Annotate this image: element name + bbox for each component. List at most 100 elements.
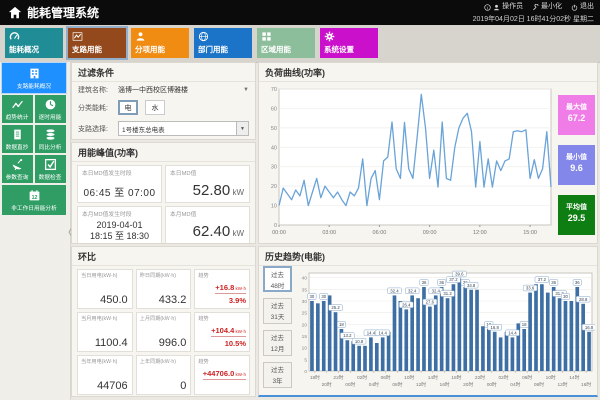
ring-cell-header: 趋势 <box>198 316 209 322</box>
sidebar-item-label: 非工作日用能分析 <box>11 205 57 212</box>
svg-text:25: 25 <box>302 311 308 317</box>
ring-cell-value: 433.2 <box>158 294 187 306</box>
svg-text:22时: 22时 <box>333 374 343 381</box>
trend-delta-unit: kW·h <box>234 329 247 334</box>
svg-text:14时: 14时 <box>569 374 579 381</box>
info-icon: i <box>484 3 491 11</box>
minimize-icon <box>532 3 539 11</box>
filter-panel: 过滤条件 建筑名称: 淄博一中西校区博雅楼 ▼ 分类能耗: 电水 支路选择: 1… <box>71 62 256 140</box>
sidebar-item-2[interactable]: 趋势统计 <box>2 95 33 123</box>
peak-card-header: 本月MD值 <box>170 212 197 218</box>
nav-tab-2[interactable]: 支路用能 <box>66 26 128 60</box>
nav-tab-label: 区域用能 <box>261 45 291 54</box>
svg-text:32.4: 32.4 <box>432 288 441 293</box>
svg-text:50: 50 <box>271 126 277 132</box>
svg-text:16时: 16时 <box>440 381 450 388</box>
stat-card-label: 平均值 <box>566 204 587 211</box>
svg-text:i: i <box>487 5 489 10</box>
sidebar-item-6[interactable]: 参数查询 <box>2 155 33 183</box>
building-value[interactable]: 淄博一中西校区博雅楼 <box>118 87 188 94</box>
nav-tab-label: 分项用能 <box>135 45 165 54</box>
ring-cell-header: 当月用电(kW·h) <box>81 316 118 322</box>
svg-text:26.4: 26.4 <box>402 302 411 307</box>
svg-text:14时: 14时 <box>428 374 438 381</box>
peak-card-header: 本日MD值 <box>170 171 197 177</box>
logout-button[interactable]: 退出 <box>571 2 594 12</box>
ring-cell-value: 450.0 <box>100 294 128 306</box>
nav-tab-label: 部门用能 <box>198 45 228 54</box>
sidebar-item-7[interactable]: 数据检查 <box>35 155 66 183</box>
ring-cells: 当日用电(kW·h) 450.0 昨日同期(kW·h) 433.2 趋势 +16.8 kW… <box>72 266 255 396</box>
ring-cell-header: 当年用电(kW·h) <box>81 359 118 365</box>
svg-text:25.2: 25.2 <box>331 305 340 310</box>
svg-text:32.4: 32.4 <box>408 288 417 293</box>
peak-card-value: 06:45 至 07:00 <box>83 188 156 199</box>
trend-delta: +16.8 kW·h <box>215 283 246 294</box>
trend-delta: +104.4 kW·h <box>211 326 246 337</box>
nav-tab-4[interactable]: 部门用能 <box>194 28 252 58</box>
sidebar-item-5[interactable]: 同比分析 <box>35 125 66 153</box>
range-button-4[interactable]: 过去 3年 <box>263 362 292 388</box>
svg-text:12时: 12时 <box>416 381 426 388</box>
nav-tab-3[interactable]: 分项用能 <box>131 28 189 58</box>
peak-card-header: 本日MD值发生时段 <box>82 171 132 177</box>
stat-card-value: 67.2 <box>567 113 586 123</box>
svg-text:28.8: 28.8 <box>579 297 588 302</box>
svg-text:14.4: 14.4 <box>508 330 517 335</box>
collapse-handle[interactable]: 〈 <box>62 227 73 239</box>
svg-text:09:00: 09:00 <box>423 230 437 236</box>
svg-text:37.2: 37.2 <box>449 277 458 282</box>
sidebar-item-8[interactable]: 12 非工作日用能分析 <box>2 185 66 215</box>
ring-cell-previous-2: 上月同期(kW·h) 996.0 <box>135 312 192 352</box>
svg-text:27.6: 27.6 <box>426 300 435 305</box>
ring-cell-previous-3: 上年同期(kW·h) 0 <box>135 355 192 395</box>
filter-panel-title: 过滤条件 <box>72 63 255 82</box>
category-option-2[interactable]: 水 <box>145 100 165 115</box>
range-button-3[interactable]: 过去 12月 <box>263 330 292 356</box>
svg-text:70: 70 <box>271 87 277 93</box>
svg-text:18: 18 <box>522 322 527 327</box>
nav-tab-6[interactable]: 系统设置 <box>320 28 378 58</box>
nav-tab-5[interactable]: 区域用能 <box>257 28 315 58</box>
branch-select[interactable]: 1号楼东总电表 ▼ <box>118 121 249 136</box>
chevron-down-icon[interactable]: ▼ <box>243 87 249 93</box>
globe-icon <box>198 31 209 42</box>
svg-text:5: 5 <box>304 357 307 363</box>
trend-delta: +44706.0 kW·h <box>202 369 247 380</box>
sidebar-item-1[interactable]: 支路能耗概况 <box>1 62 67 94</box>
svg-text:33.6: 33.6 <box>526 286 535 291</box>
minimize-button[interactable]: 最小化 <box>532 2 562 12</box>
dish-icon <box>11 158 24 171</box>
svg-text:15: 15 <box>302 334 308 340</box>
sidebar-item-label: 参数查询 <box>6 174 29 181</box>
main-nav: 能耗概况 支路用能 分项用能 部门用能 区域用能 系统设置 <box>0 25 600 63</box>
peak-panel-title: 用能峰值(功率) <box>72 143 255 162</box>
svg-text:06时: 06时 <box>522 374 532 381</box>
sidebar-item-3[interactable]: 逐时用能 <box>35 95 66 123</box>
svg-text:31.2: 31.2 <box>555 291 564 296</box>
category-option-1[interactable]: 电 <box>118 100 138 115</box>
load-curve-chart: 0 10 20 30 40 50 60 70 00:00 03:00 06:00 09:00 12:00… <box>271 87 552 236</box>
svg-text:34.8: 34.8 <box>467 283 476 288</box>
nav-tab-1[interactable]: 能耗概况 <box>5 28 63 58</box>
sidebar-item-4[interactable]: 数据直抄 <box>2 125 33 153</box>
svg-text:40: 40 <box>271 145 277 151</box>
ring-cell-header: 趋势 <box>198 273 209 279</box>
svg-text:20时: 20时 <box>463 381 473 388</box>
ring-panel-title: 环比 <box>72 247 255 266</box>
range-button-2[interactable]: 过去 31天 <box>263 298 292 324</box>
user-menu[interactable]: i 操作员 <box>484 2 523 12</box>
range-button-1[interactable]: 过去 48时 <box>263 266 292 292</box>
svg-text:10.8: 10.8 <box>355 339 364 344</box>
chevron-down-icon[interactable]: ▼ <box>236 122 248 135</box>
stat-card-2: 最小值 9.6 <box>558 145 595 185</box>
svg-text:10: 10 <box>271 204 277 210</box>
stat-card-value: 29.5 <box>567 213 586 223</box>
svg-text:16时: 16时 <box>581 381 591 388</box>
trend-delta-unit: kW·h <box>234 372 247 377</box>
svg-text:40: 40 <box>302 276 308 282</box>
ring-cell-value: 0 <box>180 380 187 392</box>
svg-text:14.4: 14.4 <box>379 330 388 335</box>
sidebar-item-label: 支路能耗概况 <box>16 83 52 90</box>
grid-icon <box>261 31 272 42</box>
